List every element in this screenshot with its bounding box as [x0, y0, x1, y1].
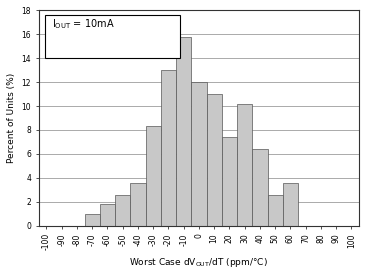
Bar — [252, 149, 268, 225]
Bar — [222, 137, 237, 225]
Bar — [191, 82, 206, 225]
Y-axis label: Percent of Units (%): Percent of Units (%) — [7, 73, 16, 163]
Bar — [85, 214, 100, 225]
Bar — [237, 104, 252, 225]
Text: I$_\mathrm{OUT}$ = 10mA: I$_\mathrm{OUT}$ = 10mA — [52, 17, 114, 31]
Bar — [176, 37, 191, 225]
Bar — [146, 126, 161, 225]
Bar — [283, 183, 298, 225]
Bar — [206, 94, 222, 225]
Bar — [130, 183, 146, 225]
Bar — [100, 204, 115, 225]
X-axis label: Worst Case dV$_\mathrm{OUT}$/dT (ppm/°C): Worst Case dV$_\mathrm{OUT}$/dT (ppm/°C) — [130, 256, 268, 269]
Bar — [45, 15, 180, 58]
Text: I$_\mathrm{OUT}$ = 10mA: I$_\mathrm{OUT}$ = 10mA — [52, 17, 114, 31]
Bar — [268, 195, 283, 225]
Bar — [161, 70, 176, 225]
Bar — [115, 195, 130, 225]
